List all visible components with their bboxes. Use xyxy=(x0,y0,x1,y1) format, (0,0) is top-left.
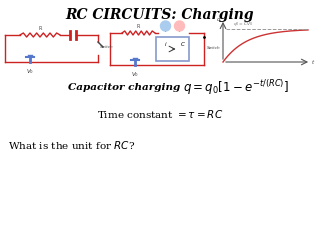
Text: Switch: Switch xyxy=(207,46,220,50)
Text: Switch: Switch xyxy=(100,46,114,49)
Text: t: t xyxy=(312,60,314,65)
Text: +q: +q xyxy=(163,24,169,28)
Text: RC CIRCUITS: Charging: RC CIRCUITS: Charging xyxy=(66,8,254,22)
Text: $V_0$: $V_0$ xyxy=(26,67,34,76)
Text: -q: -q xyxy=(177,24,181,28)
Text: $q = q_0\left[1 - e^{-t/(RC)}\right]$: $q = q_0\left[1 - e^{-t/(RC)}\right]$ xyxy=(183,78,289,97)
Text: $V_0$: $V_0$ xyxy=(131,70,139,79)
Text: R: R xyxy=(137,24,140,29)
Text: R: R xyxy=(38,26,42,31)
Text: Capacitor charging: Capacitor charging xyxy=(68,84,180,92)
Circle shape xyxy=(174,21,185,31)
Text: What is the unit for $RC$?: What is the unit for $RC$? xyxy=(8,139,135,151)
Text: q: q xyxy=(217,18,220,23)
Bar xyxy=(156,37,189,61)
Text: $i$: $i$ xyxy=(164,40,167,48)
Text: $q_0 = CV_0$: $q_0 = CV_0$ xyxy=(233,20,253,28)
Circle shape xyxy=(161,21,171,31)
Text: Time constant $= \tau = RC$: Time constant $= \tau = RC$ xyxy=(97,108,223,120)
Text: $C$: $C$ xyxy=(180,40,185,48)
